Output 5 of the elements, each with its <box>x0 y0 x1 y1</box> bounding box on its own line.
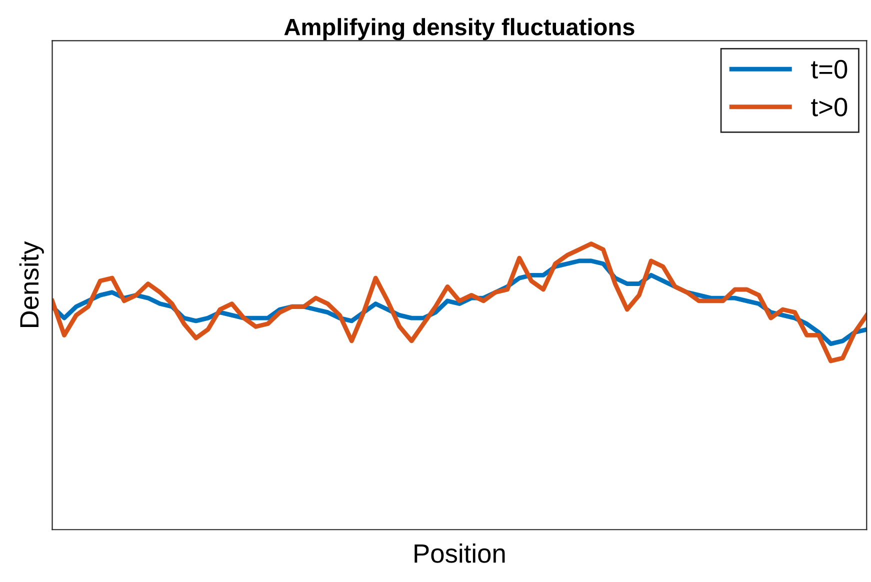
x-axis-title: Position <box>414 544 505 563</box>
legend-label: t>0 <box>811 98 848 116</box>
legend-label: t=0 <box>811 60 848 79</box>
y-axis-title: Density <box>19 241 44 328</box>
chart-title: Amplifying density fluctuations <box>284 18 634 40</box>
